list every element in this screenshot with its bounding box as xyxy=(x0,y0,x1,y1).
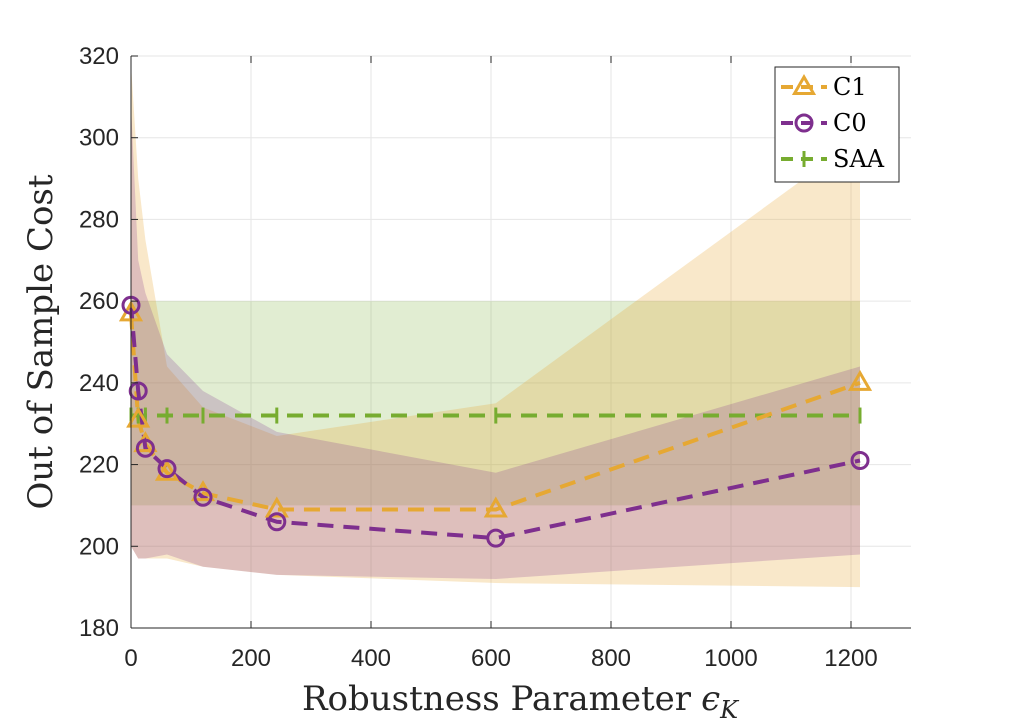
marker-c0 xyxy=(267,512,287,532)
band-c1 xyxy=(131,64,860,588)
x-tick-label: 800 xyxy=(591,645,631,672)
x-tick-label: 600 xyxy=(471,645,511,672)
y-tick-label: 220 xyxy=(79,452,119,479)
x-tick-label: 0 xyxy=(124,645,137,672)
y-tick-label: 200 xyxy=(79,533,119,560)
marker-c0 xyxy=(850,450,870,470)
marker-c1 xyxy=(847,369,873,391)
marker-c0 xyxy=(193,487,213,507)
tick-labels: 0 200 400 600 800 1000 1200 180 200 220 240 260 280 3… xyxy=(79,43,878,672)
y-tick-label: 280 xyxy=(79,206,119,233)
marker-c0 xyxy=(128,381,148,401)
band-c0 xyxy=(131,105,860,579)
legend-label-c0: C0 xyxy=(833,109,867,137)
confidence-bands xyxy=(131,64,860,588)
band-saa xyxy=(131,301,860,506)
x-axis-title-symbol: ϵ xyxy=(701,679,720,719)
y-tick-label: 300 xyxy=(79,125,119,152)
legend-marker-c1 xyxy=(791,73,817,95)
axes xyxy=(130,55,911,629)
y-tick-label: 260 xyxy=(79,288,119,315)
marker-c1 xyxy=(264,496,289,518)
y-tick-label: 180 xyxy=(79,615,119,642)
x-axis-title-text: Robustness Parameter xyxy=(302,679,692,719)
x-tick-label: 200 xyxy=(231,645,271,672)
x-axis-title-subscript: K xyxy=(719,696,740,724)
legend-label-saa: SAA xyxy=(833,145,885,173)
marker-c0 xyxy=(486,528,506,548)
y-tick-label: 240 xyxy=(79,370,119,397)
x-tick-label: 1200 xyxy=(824,645,877,672)
marker-c0 xyxy=(157,459,177,479)
y-tick-label: 320 xyxy=(79,43,119,70)
marker-c1 xyxy=(483,496,508,518)
marker-c0 xyxy=(135,438,155,458)
legend: C1 C0 SAA xyxy=(774,66,900,183)
legend-marker-c0 xyxy=(794,113,814,133)
x-tick-label: 400 xyxy=(351,645,391,672)
series-markers xyxy=(118,295,873,548)
legend-label-c1: C1 xyxy=(833,73,867,101)
marker-c1 xyxy=(154,459,180,481)
x-tick-label: 1000 xyxy=(704,645,757,672)
marker-c1 xyxy=(126,406,151,428)
x-axis-title: Robustness Parameter ϵK xyxy=(302,679,740,724)
line-c0 xyxy=(129,305,861,541)
y-axis-title: Out of Sample Cost xyxy=(21,174,61,509)
